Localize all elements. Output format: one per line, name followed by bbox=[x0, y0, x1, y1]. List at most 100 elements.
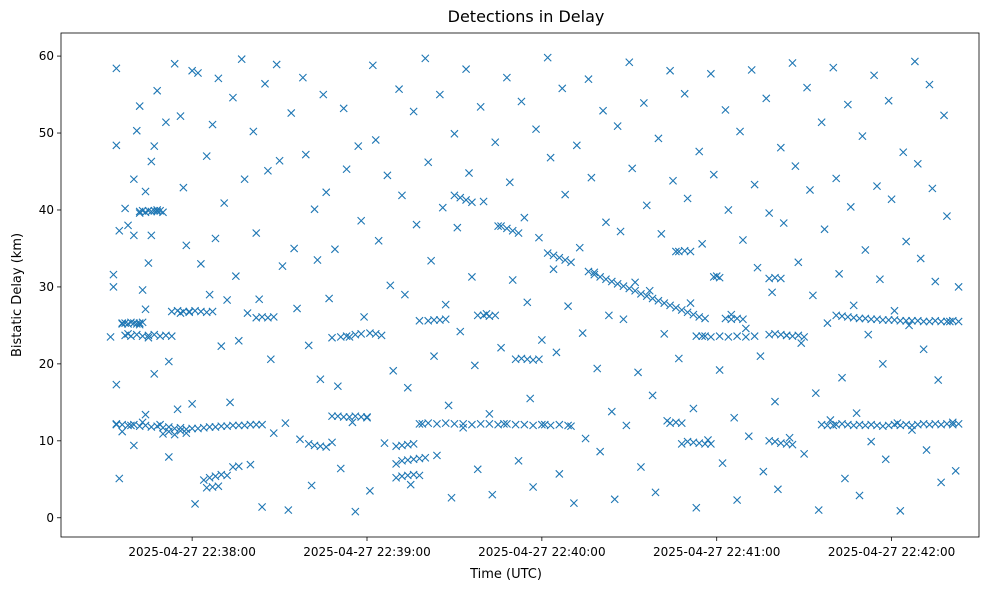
data-point bbox=[954, 419, 963, 428]
data-point bbox=[150, 142, 159, 151]
data-point bbox=[674, 354, 683, 363]
data-point bbox=[689, 404, 698, 413]
data-point bbox=[132, 319, 141, 328]
data-point bbox=[333, 382, 342, 391]
data-point bbox=[237, 55, 246, 64]
data-point bbox=[546, 153, 555, 162]
data-point bbox=[622, 421, 631, 430]
data-point bbox=[919, 345, 928, 354]
data-point bbox=[126, 318, 135, 327]
data-point bbox=[141, 421, 150, 430]
data-point bbox=[467, 272, 476, 281]
data-point bbox=[677, 419, 686, 428]
data-point bbox=[613, 122, 622, 131]
data-point bbox=[164, 427, 173, 436]
data-point bbox=[890, 306, 899, 315]
data-point bbox=[354, 142, 363, 151]
data-point bbox=[228, 93, 237, 102]
data-point bbox=[409, 107, 418, 116]
data-point bbox=[899, 148, 908, 157]
data-point bbox=[424, 419, 433, 428]
data-point bbox=[234, 336, 243, 345]
data-point bbox=[406, 480, 415, 489]
data-point bbox=[689, 310, 698, 319]
data-point bbox=[132, 330, 141, 339]
data-point bbox=[380, 439, 389, 448]
data-point bbox=[112, 64, 121, 73]
data-point bbox=[115, 474, 124, 483]
data-point bbox=[951, 466, 960, 475]
data-point bbox=[164, 452, 173, 461]
data-point bbox=[129, 231, 138, 240]
data-point bbox=[141, 187, 150, 196]
data-point bbox=[706, 332, 715, 341]
data-point bbox=[572, 141, 581, 150]
data-point bbox=[310, 205, 319, 214]
data-point bbox=[823, 421, 832, 430]
data-point bbox=[159, 429, 167, 438]
data-point bbox=[397, 191, 406, 200]
data-point bbox=[173, 405, 182, 414]
data-point bbox=[759, 467, 768, 476]
data-point bbox=[386, 281, 395, 290]
data-point bbox=[905, 321, 914, 330]
data-point bbox=[459, 423, 468, 432]
data-point bbox=[182, 429, 191, 438]
data-point bbox=[596, 447, 605, 456]
data-point bbox=[249, 127, 258, 136]
data-point bbox=[692, 503, 701, 512]
data-point bbox=[357, 329, 366, 338]
data-point bbox=[371, 135, 380, 144]
y-tick-label: 50 bbox=[39, 126, 54, 140]
data-point bbox=[878, 316, 887, 324]
data-point bbox=[858, 132, 867, 141]
data-point bbox=[211, 234, 220, 243]
data-point bbox=[881, 455, 890, 464]
data-point bbox=[465, 169, 473, 178]
data-point bbox=[567, 422, 575, 431]
data-point bbox=[829, 63, 838, 72]
data-point bbox=[322, 442, 331, 451]
data-point bbox=[555, 420, 564, 429]
data-point bbox=[138, 318, 147, 327]
data-point bbox=[214, 482, 223, 491]
data-point bbox=[470, 361, 479, 370]
data-point bbox=[683, 308, 692, 317]
data-point bbox=[561, 190, 570, 199]
data-point bbox=[261, 79, 269, 88]
data-point bbox=[240, 175, 249, 184]
data-point bbox=[741, 332, 750, 341]
data-point bbox=[529, 421, 538, 430]
data-point bbox=[243, 309, 252, 318]
data-point bbox=[826, 416, 835, 425]
data-point bbox=[838, 373, 847, 382]
data-point bbox=[176, 426, 185, 435]
data-point bbox=[765, 209, 774, 218]
data-point bbox=[686, 299, 695, 308]
data-point bbox=[269, 312, 278, 321]
data-point bbox=[339, 412, 348, 421]
data-point bbox=[730, 413, 739, 422]
data-point bbox=[161, 118, 170, 127]
data-point bbox=[942, 212, 951, 221]
data-point bbox=[931, 277, 940, 286]
data-point bbox=[654, 134, 663, 143]
data-point bbox=[485, 419, 494, 428]
data-point bbox=[817, 118, 826, 127]
x-tick-label: 2025-04-27 22:41:00 bbox=[653, 545, 780, 559]
data-point bbox=[636, 462, 645, 471]
data-point bbox=[776, 274, 785, 283]
data-point bbox=[910, 57, 919, 66]
data-point bbox=[432, 419, 441, 428]
data-point bbox=[462, 65, 471, 74]
data-point bbox=[494, 222, 503, 231]
data-point bbox=[228, 421, 237, 430]
data-point bbox=[584, 75, 593, 84]
data-point bbox=[887, 195, 896, 204]
data-point bbox=[896, 316, 905, 325]
data-point bbox=[736, 127, 745, 136]
data-point bbox=[706, 439, 715, 448]
data-point bbox=[695, 312, 704, 321]
data-point bbox=[514, 229, 523, 238]
data-point bbox=[683, 194, 692, 203]
